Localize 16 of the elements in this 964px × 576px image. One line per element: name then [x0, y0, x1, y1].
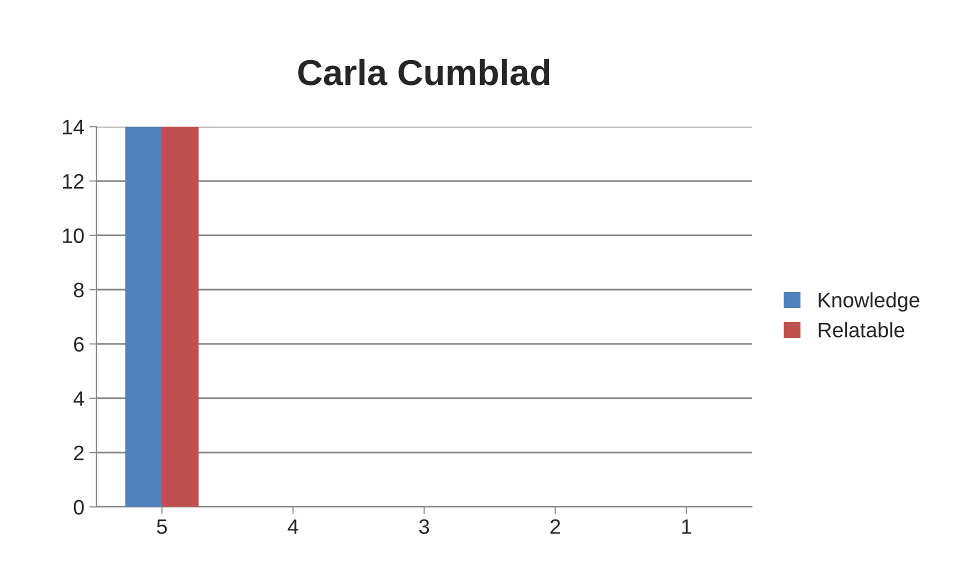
x-tick-label: 2 [550, 519, 560, 534]
x-tick-label: 3 [419, 519, 430, 534]
y-tick-label: 0 [74, 500, 84, 515]
x-tick-label: 1 [682, 519, 692, 534]
y-tick-label: 4 [73, 391, 84, 406]
legend-label: Knowledge [818, 292, 920, 312]
legend-label: Relatable [818, 322, 904, 338]
y-tick-label: 6 [74, 336, 84, 352]
x-tick-label: 4 [288, 519, 298, 534]
y-tick-label: 2 [74, 446, 84, 460]
chart-title: Carla Cumblad [298, 58, 550, 86]
y-tick-label: 12 [63, 174, 84, 189]
x-tick-label: 5 [156, 519, 167, 534]
y-tick-label: 14 [63, 120, 84, 134]
y-tick-label: 10 [63, 228, 84, 244]
y-tick-label: 8 [74, 282, 84, 298]
